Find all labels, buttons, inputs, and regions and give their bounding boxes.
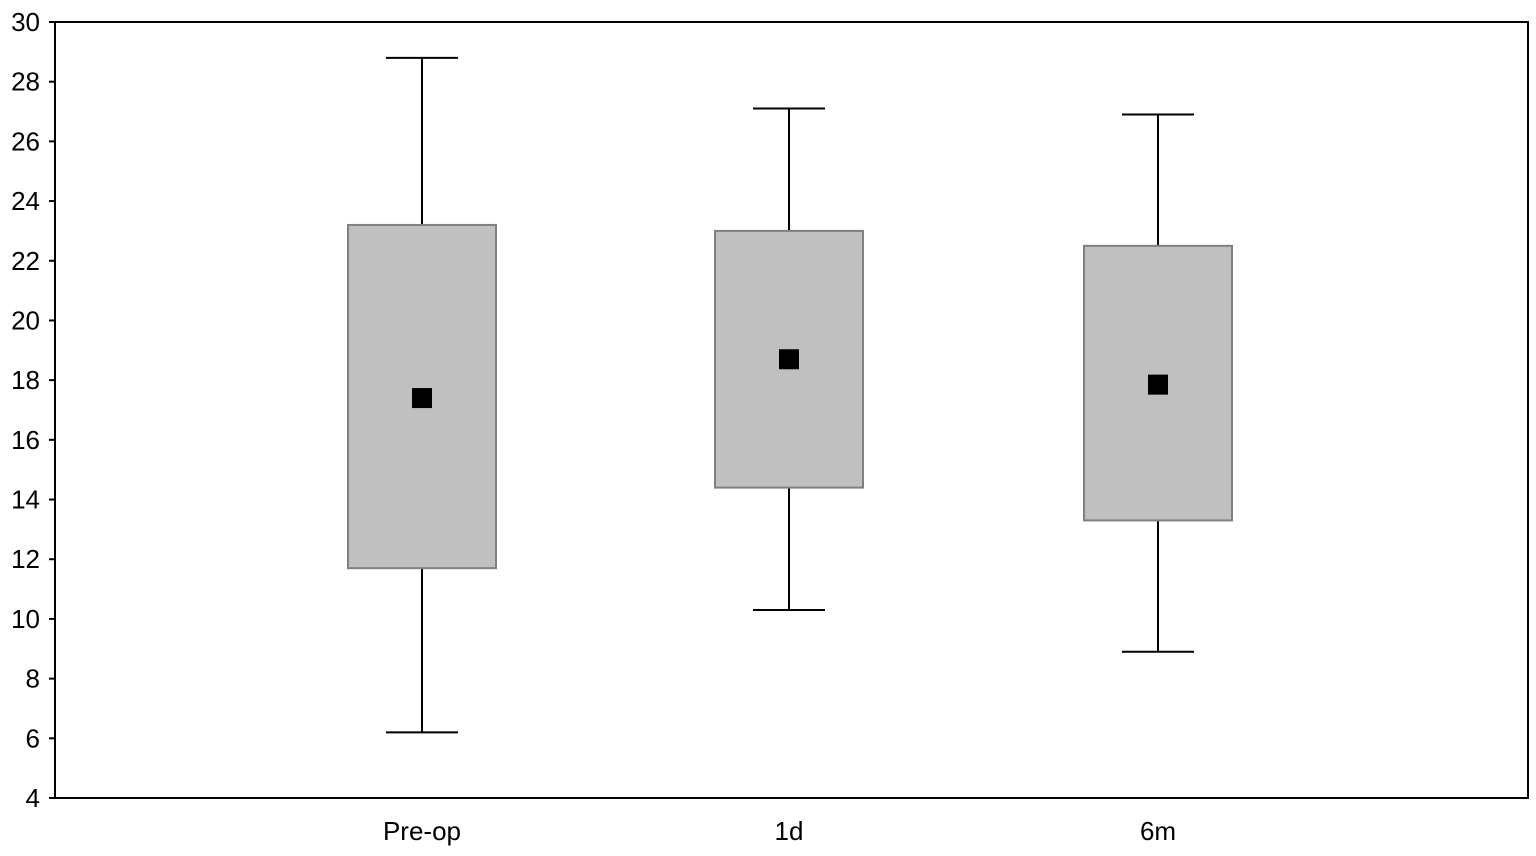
y-tick-label: 12 — [11, 544, 40, 574]
y-tick-label: 8 — [26, 664, 40, 694]
y-tick-label: 4 — [26, 783, 40, 813]
x-category-label: 6m — [1140, 816, 1176, 846]
box-rect — [714, 229, 864, 489]
y-tick-label: 18 — [11, 365, 40, 395]
y-tick-label: 30 — [11, 7, 40, 37]
y-tick-label: 28 — [11, 67, 40, 97]
box-group-1d — [714, 107, 864, 611]
y-tick-label: 10 — [11, 604, 40, 634]
y-tick-label: 24 — [11, 186, 40, 216]
y-tick-label: 26 — [11, 126, 40, 156]
y-tick-label: 16 — [11, 425, 40, 455]
x-category-label: Pre-op — [383, 816, 461, 846]
x-category-label: 1d — [775, 816, 804, 846]
center-marker — [412, 388, 432, 409]
y-axis: 4 6 8 10 12 14 16 18 20 22 24 26 28 30 — [11, 7, 55, 813]
y-tick-label: 20 — [11, 305, 40, 335]
x-axis: Pre-op 1d 6m — [383, 816, 1176, 846]
center-marker — [1148, 374, 1168, 395]
center-marker — [779, 349, 799, 370]
box-group-pre-op — [347, 56, 497, 734]
box-series — [347, 56, 1233, 734]
y-tick-label: 14 — [11, 485, 40, 515]
y-tick-label: 6 — [26, 723, 40, 753]
box-group-6m — [1083, 113, 1233, 653]
y-tick-label: 22 — [11, 246, 40, 276]
